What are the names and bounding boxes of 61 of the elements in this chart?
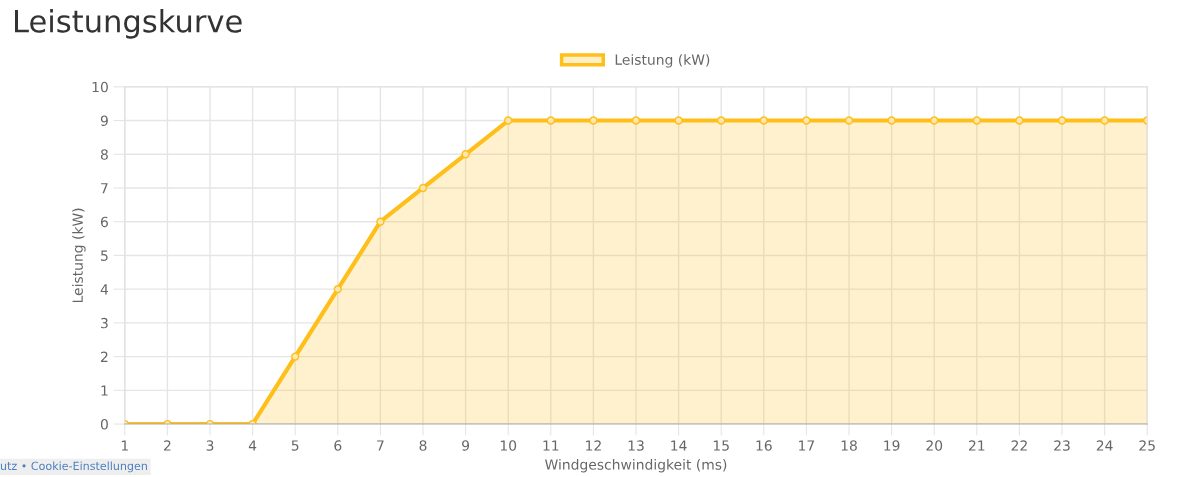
x-tick-label: 17	[799, 440, 815, 451]
x-tick-label: 22	[1011, 440, 1027, 451]
chart-title: Leistungskurve	[15, 9, 242, 39]
point	[844, 116, 854, 125]
x-tick-label: 6	[334, 440, 342, 451]
y-tick-label: 4	[100, 284, 109, 295]
point	[887, 116, 896, 125]
point	[1015, 116, 1024, 125]
x-tick-label: 5	[291, 440, 299, 451]
point	[589, 116, 598, 125]
point	[333, 284, 342, 294]
y-tick-label: 8	[100, 149, 108, 160]
legend-label: Leistung (kW)	[615, 54, 710, 68]
point	[930, 116, 939, 125]
y-tick-label: 1	[101, 385, 108, 396]
y-tick-label: 5	[101, 250, 108, 261]
point	[972, 116, 981, 125]
point	[418, 183, 428, 193]
y-tick-label: 10	[92, 81, 108, 93]
x-tick-label: 10	[500, 440, 517, 451]
point	[802, 116, 811, 125]
x-tick-label: 14	[671, 440, 687, 451]
x-tick-label: 1	[121, 440, 128, 451]
point	[759, 116, 768, 125]
x-tick-label: 19	[884, 440, 900, 451]
x-tick-label: 23	[1054, 440, 1070, 451]
y-tick-label: 7	[101, 183, 108, 194]
point	[461, 150, 470, 159]
x-tick-label: 7	[377, 440, 384, 451]
x-axis-title: Windgeschwindigkeit (ms)	[545, 459, 727, 473]
x-tick-label: 24	[1096, 440, 1113, 451]
x-tick-label: 2	[164, 440, 171, 451]
x-tick-label: 3	[206, 440, 214, 451]
point	[631, 116, 641, 125]
x-tick-label: 15	[713, 440, 729, 451]
point	[1057, 116, 1067, 125]
y-tick-label: 0	[100, 419, 108, 430]
x-tick-label: 21	[968, 440, 985, 451]
point	[674, 116, 683, 125]
x-tick-label: 12	[586, 440, 601, 451]
x-tick-label: 20	[926, 440, 943, 451]
x-tick-label: 13	[628, 440, 644, 451]
x-tick-label: 9	[462, 440, 470, 451]
x-tick-label: 8	[419, 440, 427, 451]
x-tick-label: 25	[1139, 440, 1155, 451]
y-tick-label: 6	[100, 216, 108, 228]
x-tick-label: 18	[841, 440, 857, 451]
y-tick-label: 9	[100, 115, 108, 127]
y-tick-label: 2	[101, 351, 108, 362]
x-tick-label: 11	[543, 440, 559, 451]
point	[546, 116, 555, 125]
y-tick-label: 3	[101, 317, 108, 329]
point	[504, 116, 513, 125]
point	[717, 116, 726, 125]
y-axis-title: Leistung (kW)	[72, 208, 86, 303]
x-tick-label: 16	[756, 440, 772, 451]
point	[291, 352, 300, 361]
point	[1100, 116, 1109, 125]
point	[376, 217, 385, 226]
text: utz • Cookie-Einstellungen	[0, 461, 147, 473]
x-tick-label: 4	[248, 440, 257, 451]
